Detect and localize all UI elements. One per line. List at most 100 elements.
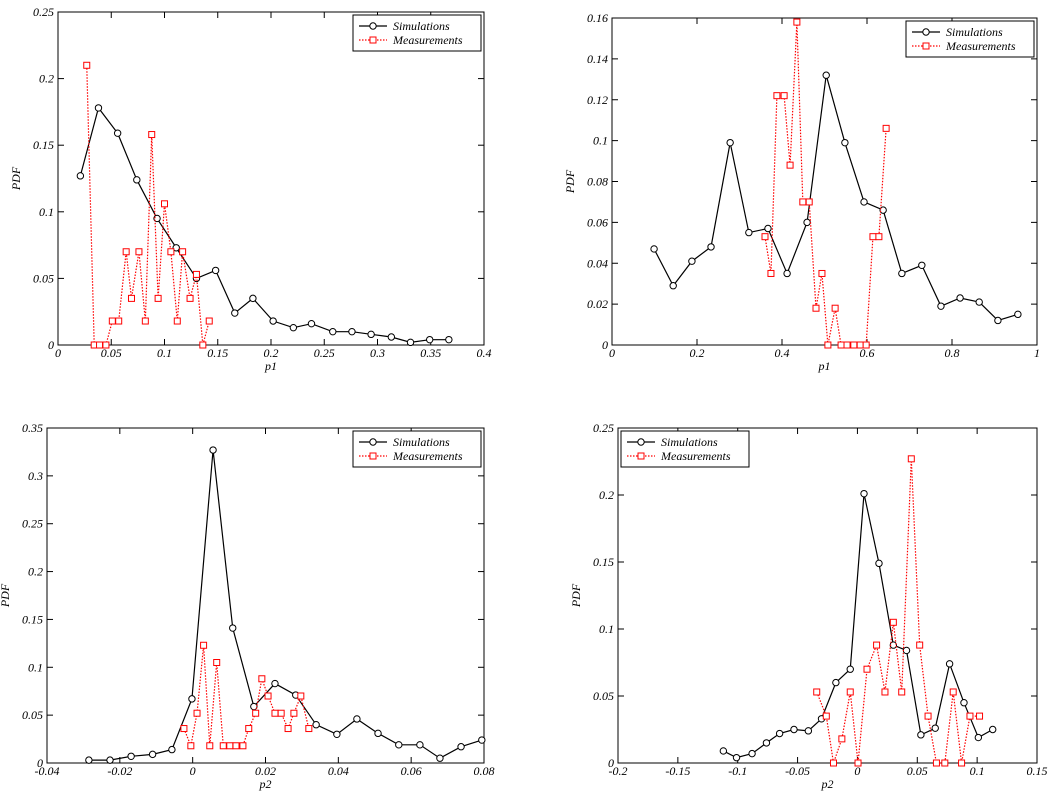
marker [173, 317, 181, 325]
series-line [653, 75, 1019, 322]
y-tick-label: 0.15 [33, 138, 54, 152]
plot [650, 18, 1022, 349]
marker [226, 742, 234, 750]
marker [96, 341, 104, 349]
legend-label: Measurements [660, 449, 731, 463]
legend-label: Simulations [393, 19, 450, 33]
marker [838, 735, 846, 743]
marker [882, 124, 890, 132]
marker [790, 725, 798, 734]
plot-frame [611, 17, 1038, 346]
y-axis-label: PDF [563, 169, 577, 194]
marker [108, 317, 116, 325]
series-line [723, 493, 994, 759]
marker [837, 341, 845, 349]
marker [832, 678, 840, 687]
x-tick-label: -0.05 [785, 764, 810, 778]
legend-marker [369, 36, 377, 44]
marker [764, 224, 772, 233]
marker [829, 759, 837, 767]
x-tick-label: 0.8 [945, 346, 960, 360]
marker [167, 248, 175, 256]
y-axis-label: PDF [0, 583, 12, 608]
series-line [764, 22, 887, 346]
marker [931, 724, 939, 732]
marker [850, 341, 858, 349]
marker [94, 104, 103, 112]
marker [924, 712, 932, 720]
marker [192, 270, 200, 278]
marker [898, 688, 906, 696]
marker [172, 244, 180, 252]
marker [83, 61, 91, 69]
marker [329, 327, 337, 336]
marker [290, 709, 298, 717]
x-tick-label: 0.06 [401, 764, 422, 778]
x-tick-label: 0.1 [970, 764, 985, 778]
marker [1014, 310, 1022, 319]
marker [445, 335, 453, 344]
legend-marker [922, 28, 930, 36]
x-tick-label: -0.15 [665, 764, 690, 778]
marker [258, 675, 266, 683]
marker [860, 198, 868, 206]
x-axis-label: p2 [821, 777, 834, 791]
marker [945, 660, 954, 668]
marker [229, 624, 237, 632]
x-tick-label: -0.2 [609, 764, 628, 778]
marker [127, 294, 135, 302]
x-tick-label: 0.2 [264, 346, 279, 360]
x-tick-label: 0.1 [157, 346, 172, 360]
x-tick-label: 0 [609, 346, 615, 360]
marker [958, 759, 966, 767]
marker [726, 138, 734, 147]
y-tick-label: 0.1 [593, 134, 608, 148]
marker [245, 725, 253, 733]
x-axis-label: p1 [818, 359, 831, 373]
marker [297, 692, 305, 700]
marker [387, 333, 396, 341]
x-tick-label: 0.6 [860, 346, 875, 360]
x-tick-label: 0.15 [207, 346, 228, 360]
y-tick-label: 0.1 [28, 660, 43, 674]
marker [846, 688, 854, 696]
marker [127, 752, 135, 760]
y-tick-label: 0.04 [587, 256, 608, 270]
marker [803, 218, 811, 227]
marker [831, 304, 839, 312]
x-tick-label: 0 [854, 764, 860, 778]
marker [775, 729, 784, 738]
marker [822, 71, 830, 79]
y-tick-label: 0.2 [39, 72, 54, 86]
y-tick-label: 0.2 [28, 565, 43, 579]
marker [879, 206, 887, 214]
marker [348, 327, 356, 336]
y-tick-label: 0.08 [587, 175, 608, 189]
legend-label: Simulations [661, 435, 718, 449]
marker [367, 330, 375, 339]
marker [199, 341, 207, 349]
x-tick-label: 0.25 [314, 346, 335, 360]
marker [180, 725, 188, 733]
marker [799, 198, 807, 206]
series-line [79, 106, 449, 343]
y-tick-label: 0.05 [33, 271, 54, 285]
marker [793, 18, 801, 26]
marker [846, 665, 854, 673]
marker [271, 709, 279, 717]
plot [719, 455, 997, 767]
marker [122, 248, 130, 256]
marker [113, 129, 122, 137]
y-tick-label: 0 [608, 756, 614, 770]
x-tick-label: 0.08 [474, 764, 495, 778]
marker [869, 233, 877, 241]
marker [960, 699, 968, 707]
marker [478, 736, 486, 744]
marker [312, 721, 320, 729]
marker [813, 688, 821, 696]
marker [106, 756, 114, 764]
marker [209, 446, 217, 454]
plot [76, 61, 453, 349]
